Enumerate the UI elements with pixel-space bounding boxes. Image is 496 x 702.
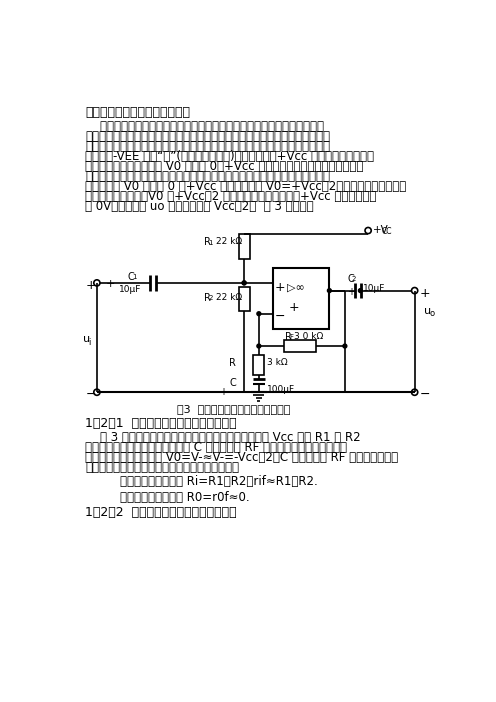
Text: 动态范围。动态时，V0 在+Vcc／2 值的基础上，上增至接近+Vcc 值，下降至接: 动态范围。动态时，V0 在+Vcc／2 值的基础上，上增至接近+Vcc 值，下降… [85, 190, 376, 203]
Text: 22 kΩ: 22 kΩ [216, 293, 243, 302]
Text: CC: CC [381, 227, 392, 237]
Bar [273, 267, 329, 329]
Text: +: + [419, 286, 430, 300]
Text: 1: 1 [132, 274, 137, 280]
Text: 反馈，是电压串联负反馈。放大电路的电压增益为: 反馈，是电压串联负反馈。放大电路的电压增益为 [85, 461, 239, 474]
Bar [239, 234, 249, 259]
Circle shape [242, 281, 246, 285]
Text: ▷∞: ▷∞ [287, 283, 305, 293]
Text: C: C [347, 274, 354, 284]
Text: +: + [288, 301, 299, 314]
Text: 供电，其-VEE 端接“地”(即直流电源负极)，集成运放的+Vcc 端接直流电源正极。: 供电，其-VEE 端接“地”(即直流电源负极)，集成运放的+Vcc 端接直流电源… [85, 150, 374, 163]
Text: R: R [204, 237, 211, 248]
Circle shape [359, 289, 362, 293]
Text: +: + [86, 279, 97, 292]
Text: 出端的电压 V0 设置在 0 至+Vcc 值的中间，即 V0=+Vcc／2。这样能够得到较大的: 出端的电压 V0 设置在 0 至+Vcc 值的中间，即 V0=+Vcc／2。这样… [85, 180, 407, 193]
Bar [239, 286, 249, 312]
Text: C: C [128, 272, 134, 282]
Text: i: i [88, 338, 91, 347]
Text: −: − [275, 310, 286, 323]
Text: 10μF: 10μF [363, 284, 385, 293]
Text: 这时，运放输出端的电压 V0 只能在 0～+Vcc 之间变化。在单电源供电的运放交: 这时，运放输出端的电压 V0 只能在 0～+Vcc 之间变化。在单电源供电的运放… [85, 159, 364, 173]
Bar [284, 340, 316, 352]
Text: u: u [424, 306, 431, 316]
Text: 在采用电容耦合的交流放大电路中，静态时，当集成运放输出端的直流电: 在采用电容耦合的交流放大电路中，静态时，当集成运放输出端的直流电 [85, 119, 324, 133]
Text: 1．2．1  单电源同相输入式交流放大电路: 1．2．1 单电源同相输入式交流放大电路 [85, 417, 237, 430]
Text: +: + [275, 282, 286, 294]
Circle shape [327, 289, 331, 293]
Text: R: R [229, 358, 236, 369]
Text: +: + [105, 279, 115, 289]
Text: 放大电路的输入电阻 Ri=R1／R2／rif≈R1／R2.: 放大电路的输入电阻 Ri=R1／R2／rif≈R1／R2. [120, 475, 318, 489]
Text: +: + [219, 387, 227, 397]
Text: 分压，使运放同相输入端电位由于 C 隔直流，使 RF 引入直流全负反馈。所以，: 分压，使运放同相输入端电位由于 C 隔直流，使 RF 引入直流全负反馈。所以， [85, 441, 347, 453]
Bar [253, 355, 264, 376]
Text: −: − [419, 388, 430, 402]
Circle shape [343, 344, 347, 348]
Text: 静态时运放输出端的电压 V0=V-≈V-=-Vcc／2；C 通交流，使 RF 引入交流部分负: 静态时运放输出端的电压 V0=V-≈V-=-Vcc／2；C 通交流，使 RF 引… [85, 451, 398, 464]
Text: 压不为零时，由于输出耦合电容的隔直流作用，放大电路输出的电压仍为零。所: 压不为零时，由于输出耦合电容的隔直流作用，放大电路输出的电压仍为零。所 [85, 130, 330, 143]
Circle shape [242, 281, 246, 285]
Text: 使用单电源的运放交流放大电路: 使用单电源的运放交流放大电路 [85, 106, 190, 119]
Text: 10μF: 10μF [119, 285, 141, 294]
Text: 图 3 是使用单电源的同相输入式交流放大电路。电源 Vcc 通过 R1 和 R2: 图 3 是使用单电源的同相输入式交流放大电路。电源 Vcc 通过 R1 和 R2 [85, 431, 361, 444]
Circle shape [257, 344, 261, 348]
Text: 以不需要集成运放满足零输入时零输出的要求。因此，集成运放可以采用单电源: 以不需要集成运放满足零输入时零输出的要求。因此，集成运放可以采用单电源 [85, 140, 330, 152]
Text: R: R [204, 293, 211, 303]
Text: 2: 2 [352, 276, 356, 282]
Text: C: C [229, 378, 236, 388]
Text: +V: +V [373, 225, 388, 235]
Text: +: + [347, 286, 355, 297]
Text: F: F [290, 334, 294, 340]
Text: −: − [86, 388, 97, 402]
Text: R: R [285, 332, 292, 342]
Text: 图3  单电源同相输入式交流放大电路: 图3 单电源同相输入式交流放大电路 [177, 404, 290, 413]
Text: u: u [83, 334, 90, 345]
Text: 3 0 kΩ: 3 0 kΩ [294, 332, 323, 341]
Circle shape [257, 312, 261, 316]
Text: 2: 2 [208, 296, 213, 301]
Text: 22 kΩ: 22 kΩ [216, 237, 243, 246]
Text: 1: 1 [208, 240, 213, 246]
Text: 100μF: 100μF [267, 385, 295, 395]
Text: 流放大电路中，为了不使放大后的交流信号产生失真，静态时，一般要将运放输: 流放大电路中，为了不使放大后的交流信号产生失真，静态时，一般要将运放输 [85, 170, 330, 183]
Text: 近 0V，输出电压 uo 的幅值近似为 Vcc／2。  图 3 请见原稿: 近 0V，输出电压 uo 的幅值近似为 Vcc／2。 图 3 请见原稿 [85, 200, 314, 213]
Text: 1．2．2  单电源反相输入式交流放大电路: 1．2．2 单电源反相输入式交流放大电路 [85, 506, 237, 519]
Text: o: o [430, 309, 434, 318]
Text: 放大电路的输出电阻 R0=r0f≈0.: 放大电路的输出电阻 R0=r0f≈0. [120, 491, 250, 504]
Text: 3 kΩ: 3 kΩ [267, 358, 287, 367]
